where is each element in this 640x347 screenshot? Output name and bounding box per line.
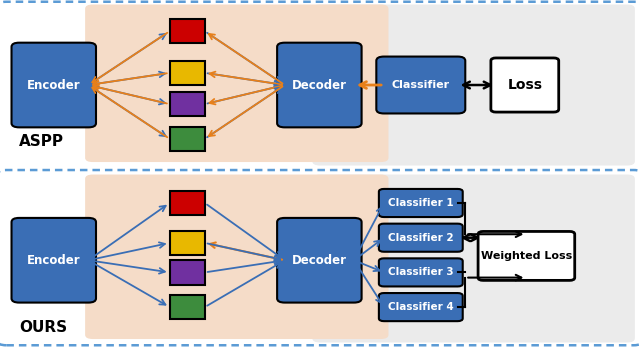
FancyBboxPatch shape (12, 43, 96, 127)
FancyBboxPatch shape (12, 218, 96, 303)
FancyBboxPatch shape (312, 175, 635, 342)
Text: OURS: OURS (19, 320, 67, 335)
FancyBboxPatch shape (491, 58, 559, 112)
Text: ASPP: ASPP (19, 134, 64, 149)
FancyBboxPatch shape (170, 295, 205, 319)
FancyBboxPatch shape (170, 92, 205, 116)
FancyBboxPatch shape (312, 5, 635, 166)
Text: Classifier 1: Classifier 1 (388, 198, 454, 208)
Text: Classifier 3: Classifier 3 (388, 268, 454, 277)
Text: Classifier 2: Classifier 2 (388, 233, 454, 243)
FancyBboxPatch shape (379, 189, 463, 217)
FancyBboxPatch shape (170, 19, 205, 43)
Text: Decoder: Decoder (292, 254, 347, 267)
Text: Encoder: Encoder (27, 78, 81, 92)
FancyBboxPatch shape (379, 293, 463, 321)
FancyBboxPatch shape (170, 260, 205, 285)
FancyBboxPatch shape (170, 127, 205, 151)
Text: Encoder: Encoder (27, 254, 81, 267)
FancyBboxPatch shape (478, 231, 575, 280)
FancyBboxPatch shape (277, 218, 362, 303)
FancyBboxPatch shape (170, 191, 205, 215)
FancyBboxPatch shape (277, 43, 362, 127)
Text: Decoder: Decoder (292, 78, 347, 92)
FancyBboxPatch shape (0, 2, 640, 175)
FancyBboxPatch shape (85, 5, 388, 162)
Text: Weighted Loss: Weighted Loss (481, 251, 572, 261)
FancyBboxPatch shape (170, 61, 205, 85)
Text: Classifier 4: Classifier 4 (388, 302, 454, 312)
FancyBboxPatch shape (379, 258, 463, 287)
Text: Loss: Loss (508, 78, 542, 92)
FancyBboxPatch shape (376, 57, 465, 113)
FancyBboxPatch shape (170, 231, 205, 255)
Text: Classifier: Classifier (392, 80, 450, 90)
FancyBboxPatch shape (85, 175, 388, 339)
FancyBboxPatch shape (0, 170, 640, 345)
FancyBboxPatch shape (379, 224, 463, 252)
